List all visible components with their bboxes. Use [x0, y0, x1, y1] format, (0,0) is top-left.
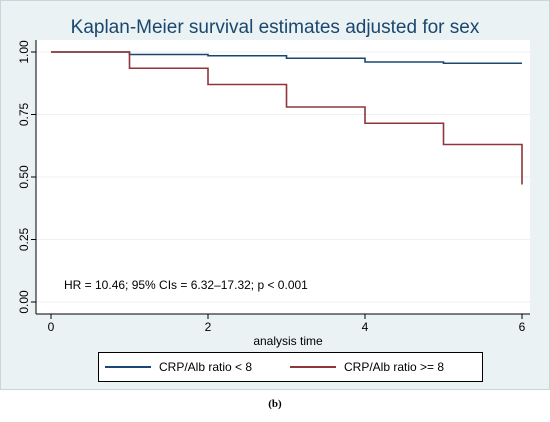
km-survival-chart: 0.00 0.25 0.50 0.75 1.00 0 2 4 6 HR = 10.46; 95… — [17, 40, 530, 348]
hr-annotation: HR = 10.46; 95% CIs = 6.32–17.32; p < 0.… — [64, 278, 308, 292]
y-tick-label: 0.75 — [17, 102, 31, 126]
y-tick-label: 0.25 — [17, 227, 31, 251]
legend-swatch-low-ratio — [105, 366, 151, 368]
y-axis: 0.00 0.25 0.50 0.75 1.00 — [17, 40, 37, 314]
x-tick-label: 0 — [48, 320, 55, 334]
legend-label-low-ratio: CRP/Alb ratio < 8 — [159, 360, 253, 374]
legend-item-high-ratio: CRP/Alb ratio >= 8 — [290, 353, 444, 381]
legend-label-high-ratio: CRP/Alb ratio >= 8 — [344, 360, 445, 374]
x-tick-label: 6 — [519, 320, 526, 334]
legend: CRP/Alb ratio < 8 CRP/Alb ratio >= 8 — [98, 352, 483, 382]
y-tick-label: 0.00 — [17, 290, 31, 314]
legend-item-low-ratio: CRP/Alb ratio < 8 — [105, 353, 252, 381]
figure-caption: (b) — [268, 398, 282, 410]
survival-curve-high-ratio — [51, 51, 523, 185]
legend-swatch-high-ratio — [290, 366, 336, 368]
x-tick-label: 2 — [205, 320, 212, 334]
y-tick-label: 0.50 — [17, 165, 31, 189]
x-axis-label: analysis time — [253, 334, 323, 348]
x-tick-label: 4 — [362, 320, 369, 334]
x-axis: 0 2 4 6 — [36, 313, 530, 334]
survival-curves — [51, 51, 523, 185]
y-tick-label: 1.00 — [17, 40, 31, 64]
chart-title: Kaplan-Meier survival estimates adjusted… — [70, 17, 480, 38]
